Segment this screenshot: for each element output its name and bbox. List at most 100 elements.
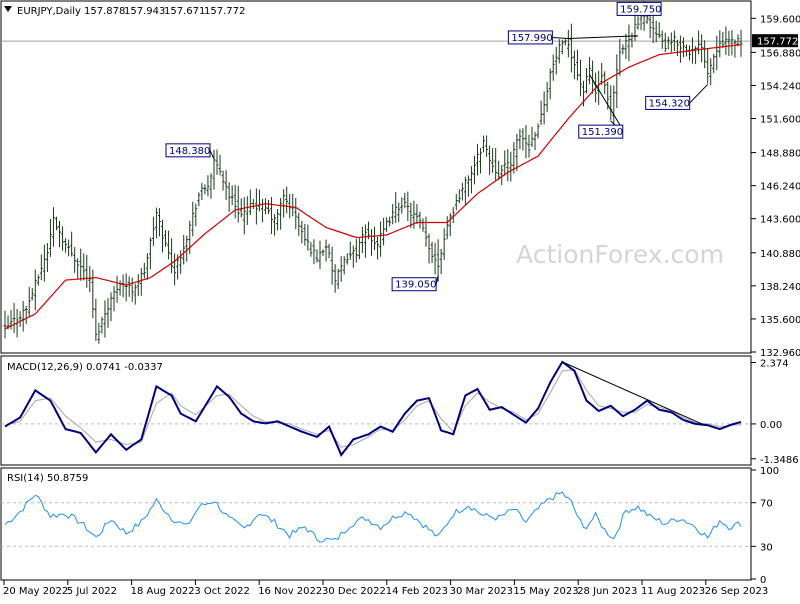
- price-bar: [203, 184, 207, 195]
- price-bar: [357, 238, 361, 260]
- price-bar: [315, 249, 319, 263]
- price-bar: [27, 286, 31, 317]
- rsi-title: RSI(14) 50.8759: [7, 473, 88, 484]
- price-bar: [403, 192, 407, 209]
- price-bar: [575, 49, 579, 81]
- price-bar: [136, 274, 140, 297]
- rsi-pane: [0, 467, 752, 581]
- price-bar: [585, 68, 589, 94]
- price-bar: [191, 201, 195, 237]
- macd-tick-label: -1.3486: [760, 455, 799, 466]
- price-bar: [3, 310, 7, 339]
- price-bar: [73, 247, 77, 273]
- price-bar: [548, 68, 552, 100]
- price-bar: [554, 46, 558, 75]
- price-bar: [300, 220, 304, 244]
- price-bars: [3, 1, 743, 344]
- price-bar: [545, 81, 549, 113]
- price-bar: [151, 216, 155, 246]
- price-bar: [179, 250, 183, 274]
- price-bar: [333, 264, 337, 293]
- price-bar: [39, 254, 43, 281]
- x-tick-label: 5 Jul 2022: [67, 586, 117, 597]
- price-bar: [712, 53, 716, 74]
- price-bar: [430, 241, 434, 263]
- price-bar: [460, 182, 464, 201]
- price-bar: [733, 39, 737, 58]
- price-bar: [36, 274, 40, 286]
- price-bar: [70, 231, 74, 257]
- price-annotation: 157.990: [507, 30, 569, 45]
- price-bar: [388, 216, 392, 227]
- price-bar: [515, 133, 519, 172]
- rsi-tick-label: 100: [760, 466, 779, 477]
- annotation-label: 157.990: [511, 33, 552, 44]
- price-bar: [142, 262, 146, 279]
- price-bar: [224, 170, 228, 200]
- price-bar: [239, 198, 243, 218]
- price-bar: [730, 30, 734, 56]
- macd-trendline: [562, 361, 705, 426]
- price-bar: [124, 273, 128, 302]
- price-bar: [427, 233, 431, 264]
- price-bar: [463, 176, 467, 206]
- macd-tick-label: 0.00: [760, 420, 782, 431]
- annotation-label: 148.380: [169, 146, 210, 157]
- x-tick-label: 26 Sep 2023: [705, 586, 768, 597]
- rsi-tick-label: 30: [760, 542, 773, 553]
- price-bar: [539, 100, 543, 125]
- macd-pane: [0, 355, 752, 466]
- price-bar: [336, 268, 340, 289]
- price-bar: [24, 305, 28, 324]
- price-bar: [324, 239, 328, 262]
- price-pane: [0, 0, 752, 354]
- price-bar: [385, 217, 389, 233]
- macd-signal-line: [4, 369, 742, 448]
- price-bar: [270, 197, 274, 235]
- price-bar: [312, 239, 316, 265]
- price-bar: [475, 143, 479, 176]
- rsi-tick-label: 70: [760, 499, 773, 510]
- price-bar: [58, 220, 62, 248]
- price-bar: [675, 39, 679, 57]
- price-bar: [488, 145, 492, 176]
- price-bar: [64, 238, 68, 253]
- price-bar: [94, 298, 98, 341]
- x-tick-label: 28 Jun 2023: [577, 586, 637, 597]
- price-tick-label: 135.600: [760, 315, 800, 326]
- price-tick-label: 148.880: [760, 149, 800, 160]
- price-bar: [230, 185, 234, 206]
- price-trendline: [589, 74, 624, 131]
- price-bar: [294, 197, 298, 230]
- price-bar: [572, 50, 576, 80]
- price-bar: [33, 269, 37, 311]
- x-tick-label: 18 Aug 2022: [131, 586, 195, 597]
- price-bar: [67, 239, 71, 257]
- price-bar: [76, 258, 80, 279]
- rsi-tick-label: 0: [760, 575, 766, 586]
- price-bar: [448, 212, 452, 237]
- current-price-box: [752, 34, 798, 48]
- price-bar: [148, 237, 152, 270]
- price-bar: [82, 253, 86, 281]
- price-bar: [494, 147, 498, 181]
- x-tick-label: 30 Mar 2023: [450, 586, 513, 597]
- price-bar: [236, 185, 240, 223]
- price-bar: [557, 39, 561, 64]
- price-bar: [418, 211, 422, 229]
- price-bar: [415, 204, 419, 224]
- price-bar: [433, 242, 437, 275]
- price-bar: [209, 173, 213, 199]
- price-bar: [536, 123, 540, 139]
- price-bar: [530, 126, 534, 148]
- price-bar: [697, 30, 701, 55]
- price-bar: [651, 13, 655, 44]
- price-bar: [197, 192, 201, 207]
- price-bar: [424, 216, 428, 247]
- price-bar: [709, 58, 713, 86]
- annotation-box: [391, 277, 437, 292]
- price-bar: [724, 26, 728, 55]
- price-bar: [566, 29, 570, 58]
- price-bar: [330, 246, 334, 285]
